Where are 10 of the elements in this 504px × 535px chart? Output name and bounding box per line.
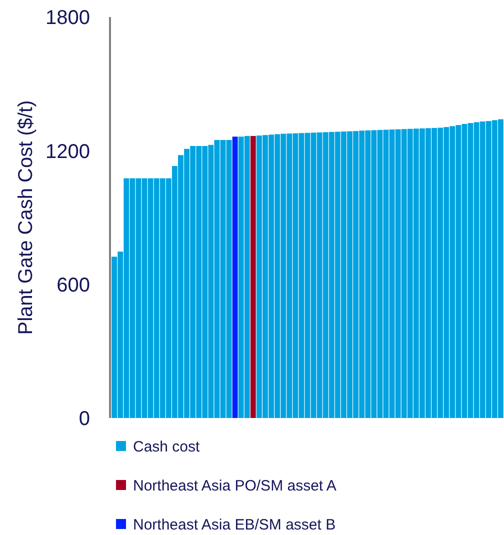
legend-label: Northeast Asia PO/SM asset A (133, 477, 336, 494)
legend-label: Northeast Asia EB/SM asset B (133, 516, 336, 534)
bar (250, 136, 256, 418)
bar (232, 136, 238, 418)
y-axis-title: Plant Gate Cash Cost ($/t) (15, 100, 37, 335)
y-tick-label: 600 (56, 274, 90, 297)
y-tick-label: 1800 (46, 7, 90, 30)
y-tick-label: 1200 (46, 140, 90, 163)
y-tick-label: 0 (78, 408, 90, 430)
legend-label: Cash cost (133, 438, 201, 456)
